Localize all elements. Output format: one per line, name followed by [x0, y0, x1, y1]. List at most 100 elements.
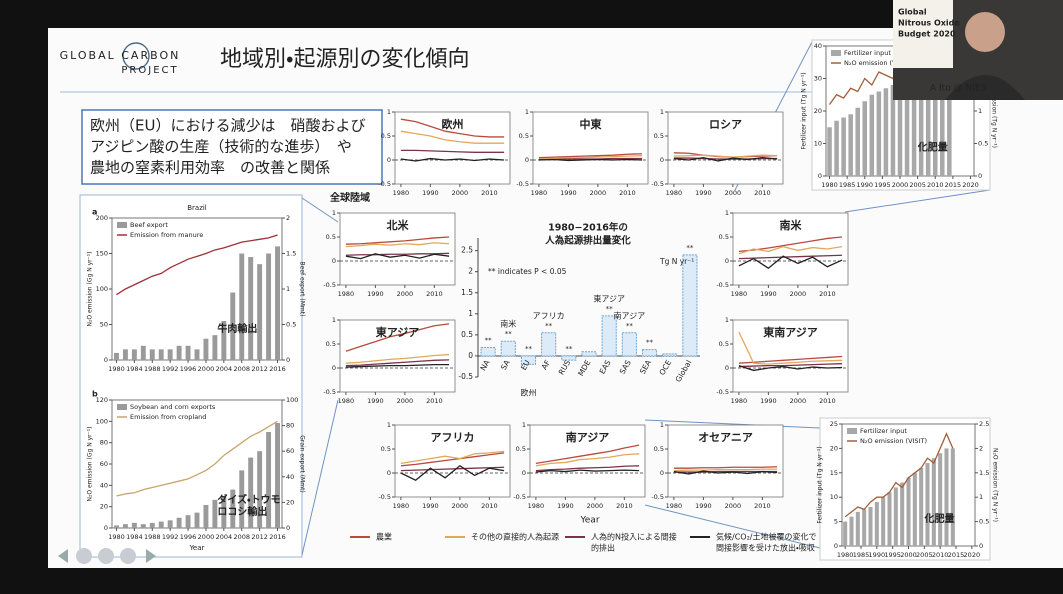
category-label: EU — [519, 358, 532, 371]
bar — [843, 521, 848, 546]
x-tick-label: 1992 — [162, 365, 179, 373]
presenter-body — [945, 75, 1025, 100]
pen-button[interactable] — [76, 548, 92, 564]
significance: ** — [525, 345, 533, 353]
menu-button[interactable] — [120, 548, 136, 564]
bar — [662, 353, 678, 357]
bar — [904, 78, 910, 176]
x-tick-label: 1990 — [422, 502, 439, 510]
y-tick-label: 60 — [100, 460, 108, 468]
legend-label: 的排出 — [591, 543, 615, 553]
y-tick-label: 10 — [814, 140, 822, 148]
series-line — [535, 444, 640, 465]
series-line — [535, 453, 640, 467]
prev-button[interactable] — [58, 549, 68, 563]
panel-title: 南米 — [780, 218, 803, 232]
chart-title: 人為起源排出量変化 — [544, 235, 631, 247]
panel-frame — [394, 111, 511, 185]
bar — [185, 345, 191, 360]
x-tick-label: 2000 — [892, 181, 909, 189]
y-tick-label: -0.5 — [378, 180, 391, 188]
legend-label: 間接影響を受けた放出・吸収 — [716, 543, 815, 553]
series-line — [673, 470, 778, 475]
x-tick-label: 2010 — [819, 397, 836, 405]
y-tick-label: 0.5 — [719, 340, 729, 348]
bar — [176, 345, 182, 360]
series-line — [738, 364, 843, 372]
bar — [114, 525, 119, 528]
connector — [301, 197, 339, 223]
y2-tick-label: 1 — [979, 493, 983, 501]
view-button[interactable] — [98, 548, 114, 564]
y-tick-label: 1 — [332, 209, 336, 217]
y-tick-label: 0 — [818, 172, 822, 180]
x-tick-label: 2000 — [397, 397, 414, 405]
y-tick-label: 40 — [814, 42, 822, 50]
y-tick-label: -0.5 — [651, 180, 664, 188]
y-tick-label: 25 — [830, 420, 838, 428]
y2-tick-label: 1 — [286, 285, 290, 293]
y-axis-label: Fertilizer input (Tg N yr⁻¹) — [817, 446, 824, 523]
x-tick-label: 2000 — [587, 502, 604, 510]
y-tick-label: 0 — [834, 542, 838, 550]
connector — [301, 399, 339, 556]
annotation: ダイズ・トウモ — [217, 493, 280, 506]
series-line — [400, 157, 505, 162]
region-label: 東アジア — [593, 293, 625, 303]
bar — [140, 345, 146, 360]
y-tick-label: 0 — [468, 351, 473, 360]
series-line — [345, 359, 450, 367]
panel-frame — [667, 424, 784, 498]
x-tick-label: 2020 — [964, 551, 981, 559]
y2-tick-label: 0 — [978, 172, 982, 180]
x-tick-label: 2012 — [251, 533, 268, 541]
x-tick-label: 1984 — [126, 533, 143, 541]
x-tick-label: 1990 — [367, 290, 384, 298]
bar — [520, 355, 537, 365]
series-line — [738, 331, 843, 365]
y-tick-label: 200 — [96, 214, 108, 222]
y2-tick-label: 0.5 — [286, 321, 296, 329]
bar — [212, 335, 218, 360]
y2-tick-label: 1.5 — [979, 469, 989, 477]
legend-swatch — [847, 428, 857, 434]
series-line — [345, 323, 450, 352]
series-line — [400, 149, 505, 153]
presenter-name: A Ito @ NIES — [930, 84, 987, 94]
x-tick-label: 2010 — [819, 290, 836, 298]
y-tick-label: -0.5 — [516, 180, 529, 188]
bar — [561, 355, 577, 361]
connector — [844, 189, 991, 213]
series-line — [345, 253, 450, 260]
bar — [185, 515, 191, 528]
x-tick-label: 2000 — [790, 290, 807, 298]
y-tick-label: 15 — [830, 469, 838, 477]
y-tick-label: 20 — [814, 107, 822, 115]
bar — [266, 432, 272, 528]
bar — [641, 349, 658, 357]
series-line — [673, 154, 778, 158]
series-line — [345, 363, 450, 368]
bar — [887, 492, 892, 546]
x-tick-label: 2004 — [216, 533, 233, 541]
x-tick-label: 1980 — [393, 502, 410, 510]
next-button[interactable] — [146, 549, 156, 563]
y-tick-label: 0 — [660, 156, 664, 164]
y-tick-label: 0.5 — [326, 340, 336, 348]
series-line — [400, 118, 505, 138]
y-tick-label: 1.5 — [461, 288, 473, 297]
logo-text: PROJECT — [121, 65, 178, 76]
bar — [890, 85, 896, 176]
series-line — [538, 158, 643, 162]
series-line — [400, 130, 505, 144]
connector — [644, 504, 821, 549]
x-tick-label: 1980 — [531, 189, 548, 197]
panel-frame — [732, 319, 849, 393]
bar — [883, 88, 889, 176]
y2-tick-label: 2 — [286, 214, 290, 222]
panel-title: 東アジア — [376, 325, 420, 339]
presentation-controls — [58, 548, 156, 564]
x-tick-label: 2000 — [790, 397, 807, 405]
bar — [248, 457, 254, 528]
